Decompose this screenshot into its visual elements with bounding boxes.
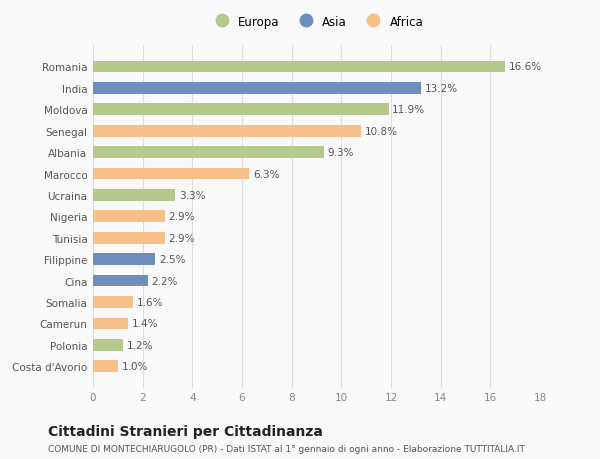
Text: 1.4%: 1.4% [131,319,158,329]
Bar [93,297,133,308]
Bar [93,147,324,159]
Bar [93,126,361,137]
Text: 2.9%: 2.9% [169,233,195,243]
Text: 3.3%: 3.3% [179,190,205,201]
Bar [93,190,175,202]
Bar [93,83,421,95]
Bar [93,318,128,330]
Text: 1.0%: 1.0% [122,361,148,371]
Text: 10.8%: 10.8% [365,126,398,136]
Text: 9.3%: 9.3% [328,148,354,158]
Bar [93,232,165,244]
Text: 6.3%: 6.3% [253,169,280,179]
Text: 1.2%: 1.2% [127,340,153,350]
Text: 11.9%: 11.9% [392,105,425,115]
Text: Cittadini Stranieri per Cittadinanza: Cittadini Stranieri per Cittadinanza [48,425,323,438]
Text: 2.2%: 2.2% [151,276,178,286]
Bar [93,275,148,287]
Text: 1.6%: 1.6% [136,297,163,308]
Bar [93,361,118,372]
Text: 2.5%: 2.5% [159,255,185,264]
Bar [93,254,155,265]
Text: COMUNE DI MONTECHIARUGOLO (PR) - Dati ISTAT al 1° gennaio di ogni anno - Elabora: COMUNE DI MONTECHIARUGOLO (PR) - Dati IS… [48,444,525,453]
Bar [93,168,250,180]
Bar [93,211,165,223]
Text: 2.9%: 2.9% [169,212,195,222]
Bar [93,339,123,351]
Bar [93,62,505,73]
Legend: Europa, Asia, Africa: Europa, Asia, Africa [205,11,428,33]
Text: 13.2%: 13.2% [425,84,458,94]
Text: 16.6%: 16.6% [509,62,542,73]
Bar [93,104,389,116]
